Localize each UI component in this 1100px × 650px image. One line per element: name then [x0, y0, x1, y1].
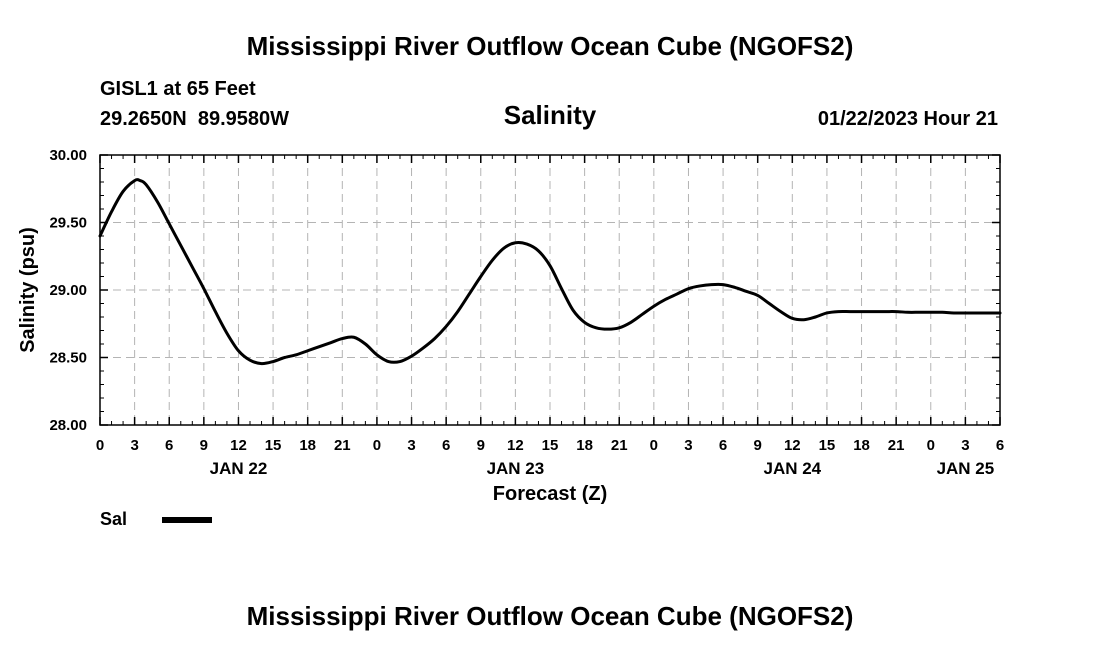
x-tick-label: 0	[96, 437, 104, 454]
date-label: JAN 24	[763, 459, 821, 478]
y-axis-label: Salinity (psu)	[17, 227, 39, 353]
date-labels: JAN 22 JAN 23 JAN 24 JAN 25	[210, 459, 995, 478]
x-tick-label: 15	[819, 437, 836, 454]
x-tick-label: 9	[754, 437, 762, 454]
x-tick-label: 18	[576, 437, 593, 454]
chart-title: Salinity	[504, 100, 597, 130]
series-line-sal	[98, 178, 1002, 366]
station-coords: 29.2650N 89.9580W	[100, 108, 289, 130]
x-tick-label: 18	[299, 437, 316, 454]
x-tick-label: 12	[784, 437, 801, 454]
x-tick-label: 21	[888, 437, 905, 454]
legend-label: Sal	[100, 509, 127, 529]
x-tick-label: 6	[165, 437, 173, 454]
plot-frame	[99, 154, 1001, 426]
x-tick-label: 18	[853, 437, 870, 454]
y-tick-label: 30.00	[49, 147, 87, 164]
footer-title: Mississippi River Outflow Ocean Cube (NG…	[247, 601, 854, 631]
y-tick-label: 28.50	[49, 350, 87, 367]
x-tick-label: 3	[407, 437, 415, 454]
x-tick-label: 12	[507, 437, 524, 454]
y-tick-labels: 28.00 28.50 29.00 29.50 30.00	[49, 147, 87, 434]
y-tick-label: 29.00	[49, 282, 87, 299]
x-axis-label: Forecast (Z)	[493, 483, 607, 505]
x-tick-label: 9	[200, 437, 208, 454]
x-tick-label: 12	[230, 437, 247, 454]
date-label: JAN 22	[210, 459, 268, 478]
x-tick-label: 9	[477, 437, 485, 454]
x-tick-labels: 0 3 6 9 12 15 18 21 0 3 6 9 12 15 18 21 0 3 6 9 12 15 18 21 0 3 6	[96, 437, 1004, 454]
x-tick-label: 0	[373, 437, 381, 454]
x-tick-label: 3	[130, 437, 138, 454]
date-label: JAN 25	[937, 459, 995, 478]
station-name: GISL1 at 65 Feet	[100, 78, 256, 100]
x-tick-label: 6	[996, 437, 1004, 454]
x-tick-label: 0	[927, 437, 935, 454]
y-tick-label: 29.50	[49, 215, 87, 232]
x-tick-label: 21	[611, 437, 628, 454]
x-tick-label: 0	[650, 437, 658, 454]
date-label: JAN 23	[487, 459, 545, 478]
x-tick-label: 15	[265, 437, 282, 454]
x-tick-label: 15	[542, 437, 559, 454]
chart-timestamp: 01/22/2023 Hour 21	[818, 108, 998, 130]
grid-lines	[100, 154, 1000, 425]
x-tick-label: 21	[334, 437, 351, 454]
x-tick-label: 6	[442, 437, 450, 454]
y-tick-label: 28.00	[49, 417, 87, 434]
x-tick-label: 3	[684, 437, 692, 454]
main-title: Mississippi River Outflow Ocean Cube (NG…	[247, 31, 854, 61]
x-tick-label: 3	[961, 437, 969, 454]
x-tick-label: 6	[719, 437, 727, 454]
